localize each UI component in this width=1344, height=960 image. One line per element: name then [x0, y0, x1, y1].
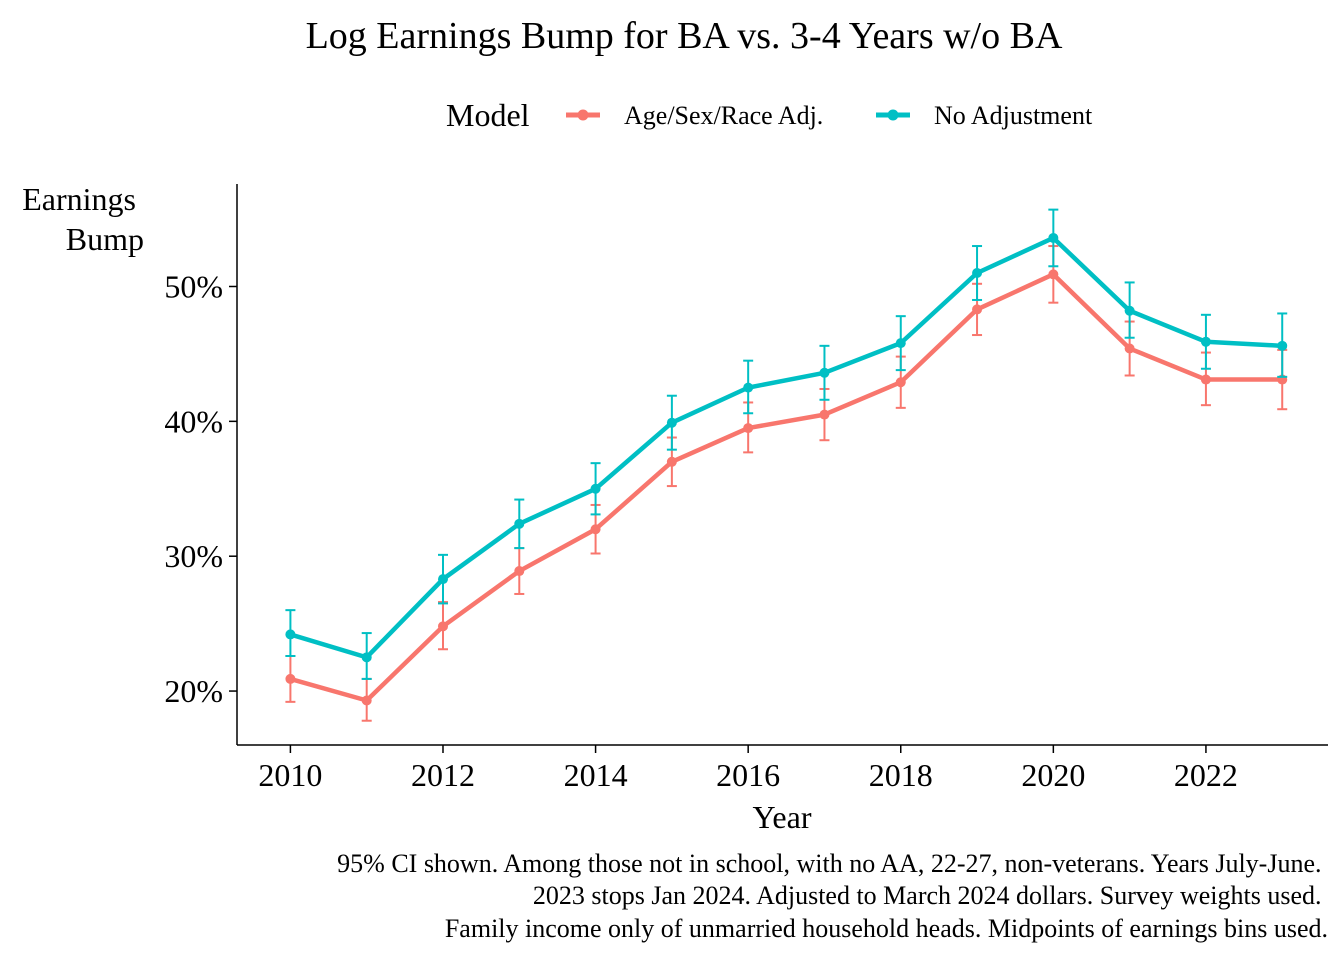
series-no-adjustment	[285, 208, 1288, 680]
data-point	[361, 652, 372, 663]
y-tick-label: 20%	[164, 673, 223, 709]
x-axis-label: Year	[753, 799, 812, 835]
data-point	[1200, 374, 1211, 385]
series-layer	[285, 208, 1288, 722]
data-point	[361, 695, 372, 706]
data-point	[666, 417, 677, 428]
series-age-sex-race-adj	[285, 245, 1288, 722]
legend-key-point-unadjusted	[887, 109, 899, 121]
caption-line-1: 95% CI shown. Among those not in school,…	[337, 849, 1321, 878]
caption: 95% CI shown. Among those not in school,…	[337, 849, 1328, 943]
data-point	[514, 518, 525, 529]
x-tick-label: 2012	[411, 757, 475, 793]
data-point	[1200, 336, 1211, 347]
x-tick-label: 2020	[1021, 757, 1085, 793]
x-tick-label: 2016	[716, 757, 780, 793]
x-tick-label: 2018	[869, 757, 933, 793]
y-tick-label: 50%	[164, 268, 223, 304]
caption-line-2: 2023 stops Jan 2024. Adjusted to March 2…	[533, 881, 1322, 910]
legend-key-point-adjusted	[577, 109, 589, 121]
x-axis-ticks: 2010 2012 2014 2016 2018 2020 2022	[258, 745, 1238, 793]
data-point	[437, 621, 448, 632]
x-tick-label: 2014	[564, 757, 628, 793]
data-point	[285, 629, 296, 640]
data-point	[514, 566, 525, 577]
series-line	[289, 272, 1283, 703]
data-point	[590, 524, 601, 535]
chart-title: Log Earnings Bump for BA vs. 3-4 Years w…	[306, 15, 1063, 57]
data-point	[895, 338, 906, 349]
y-tick-label: 30%	[164, 538, 223, 574]
data-point	[743, 382, 754, 393]
data-point	[437, 574, 448, 585]
data-point	[1048, 269, 1059, 280]
data-point	[1124, 305, 1135, 316]
y-axis-label-line-1: Earnings	[22, 181, 136, 217]
data-point	[972, 304, 983, 315]
legend-label-adjusted: Age/Sex/Race Adj.	[624, 101, 823, 130]
x-tick-label: 2022	[1174, 757, 1238, 793]
data-point	[743, 423, 754, 434]
data-point	[285, 673, 296, 684]
legend-title: Model	[446, 97, 530, 133]
caption-line-3: Family income only of unmarried househol…	[445, 914, 1328, 943]
data-point	[972, 268, 983, 279]
y-axis-label-line-2: Bump	[66, 221, 144, 257]
data-point	[1124, 343, 1135, 354]
x-tick-label: 2010	[258, 757, 322, 793]
y-axis-label: Earnings Bump	[22, 181, 144, 257]
data-point	[1048, 232, 1059, 243]
data-point	[819, 409, 830, 420]
data-point	[895, 377, 906, 388]
y-axis-ticks: 20% 30% 40% 50%	[164, 268, 237, 709]
data-point	[1277, 340, 1288, 351]
series-line	[289, 235, 1283, 660]
legend: Model Age/Sex/Race Adj. No Adjustment	[446, 97, 1093, 133]
y-tick-label: 40%	[164, 403, 223, 439]
data-point	[666, 456, 677, 467]
legend-label-unadjusted: No Adjustment	[934, 101, 1093, 130]
data-point	[590, 483, 601, 494]
data-point	[819, 367, 830, 378]
